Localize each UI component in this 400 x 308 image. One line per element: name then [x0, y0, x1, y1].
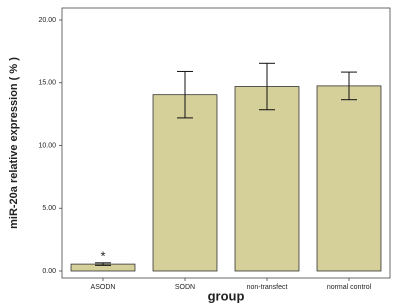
x-tick-label: SODN	[175, 284, 195, 291]
y-tick-label: 15.00	[38, 80, 56, 87]
y-tick-label: 10.00	[38, 142, 56, 149]
y-tick-label: 20.00	[38, 17, 56, 24]
y-axis-label: miR-20a relative expression ( % )	[8, 57, 20, 229]
y-tick-label: 0.00	[42, 268, 56, 275]
bar	[152, 94, 218, 272]
x-tick-label: ASODN	[91, 284, 116, 291]
x-axis-label: group	[208, 288, 245, 303]
bar	[316, 85, 382, 272]
x-tick-label: normal control	[327, 284, 372, 291]
y-tick-label: 5.00	[42, 205, 56, 212]
annotation: *	[100, 248, 105, 263]
bar	[234, 86, 300, 272]
plot-frame	[61, 7, 391, 279]
x-tick-label: non-transfect	[247, 284, 288, 291]
